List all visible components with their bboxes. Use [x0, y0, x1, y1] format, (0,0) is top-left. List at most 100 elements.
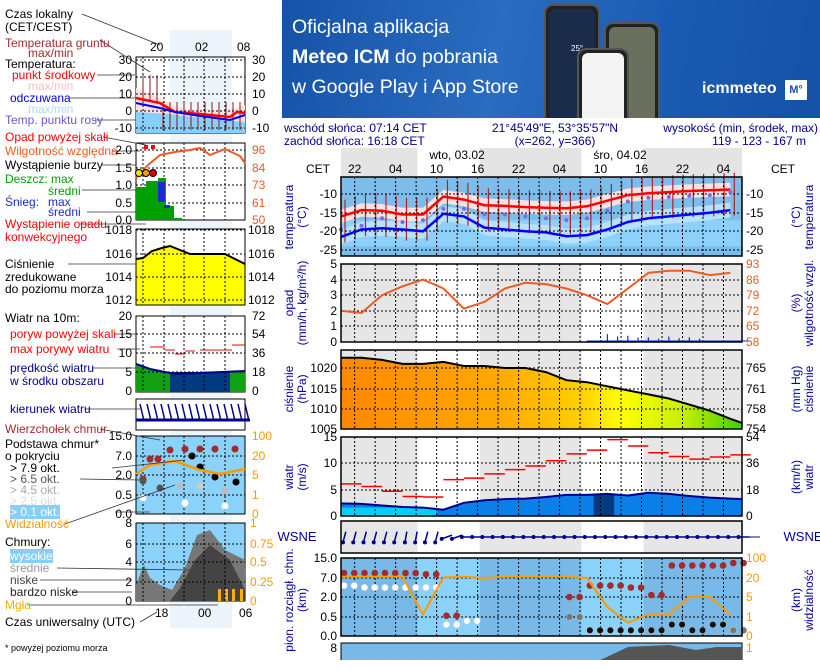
legend-temp-tick-right: 20	[252, 70, 266, 84]
legend-wind-arrow	[174, 403, 180, 422]
legend-podstawa1: Podstawa chmur*	[5, 437, 100, 451]
legend-wysokie: wysokie	[10, 549, 53, 563]
cloud-top-dot	[412, 569, 420, 577]
wind-arrow-head	[480, 535, 485, 539]
legend-kierunek: kierunek wiatru	[10, 402, 91, 416]
legend-cloud-tick: 7.0	[115, 449, 132, 463]
dew-point-dot	[461, 206, 466, 211]
cloud-top-dot	[678, 562, 686, 569]
legend-wind-arrow	[139, 403, 145, 422]
y-tick-label: 1015	[310, 382, 337, 396]
legend-cl-right-tick: 0	[250, 594, 257, 608]
cloud-frame	[340, 557, 743, 637]
y-tick-label-right: 1	[746, 610, 753, 624]
cloud-top-dot	[668, 562, 676, 569]
axis-title-line: wiatr	[802, 464, 816, 490]
hour-label: 10	[429, 162, 444, 176]
legend-vis-tick: 100	[252, 429, 273, 443]
legend-cl-tick: 6	[125, 537, 132, 551]
legend-poryw-powyzej: poryw powyżej skali	[10, 327, 117, 341]
legend-rain-bar	[146, 181, 158, 220]
y-tick-label: 15	[323, 430, 337, 444]
legend-vis-tick: 0	[252, 507, 259, 521]
y-tick-label-right: 761	[746, 382, 767, 396]
legend-local-hour: 08	[237, 40, 251, 54]
legend-opad-powyzej: Opad powyżej skali	[5, 130, 109, 144]
cloud-base-dot	[422, 583, 430, 592]
y-tick-label: 15.0	[313, 551, 337, 565]
y-tick-label-right: 93	[746, 257, 760, 271]
cloud-base-dot	[473, 617, 481, 625]
legend-wind-tick: 5	[125, 365, 132, 379]
legend-wind-kmh-tick: 36	[252, 346, 266, 360]
legend-predkosc2: w środku obszaru	[10, 374, 105, 388]
legend-odczuwana: odczuwana	[10, 91, 71, 105]
pressure-frame	[340, 349, 743, 430]
axis-title-line: widzialność	[802, 569, 816, 631]
legend-srednie: średnie	[10, 561, 50, 575]
legend-temp-gruntu: Temperatura gruntu	[5, 36, 110, 50]
y-tick-label: 1020	[310, 361, 337, 375]
legend-wilgotnosc: Wilgotność względna	[5, 144, 118, 158]
legend-humidity-line	[135, 146, 246, 179]
cloud-base-dot	[658, 626, 666, 634]
cloud-top-dot	[637, 584, 645, 591]
legend-pressure-above	[136, 229, 245, 264]
sunrise: wschód słońca: 07:14 CET	[284, 121, 427, 135]
legend-rh-tick: 96	[252, 143, 266, 157]
legend-okt79: > 7.9 okt.	[10, 461, 60, 475]
compass-icon: WSNE	[277, 529, 317, 544]
legend-snieg-sredni: średni	[48, 205, 81, 219]
cloud-base-dot	[709, 621, 717, 629]
legend-vis-tick: 20	[252, 449, 266, 463]
y-tick-label-right: 72	[746, 304, 760, 318]
cloud-base-dot	[596, 626, 604, 634]
legend-cloud-dot	[211, 445, 219, 453]
y-tick-label: 1	[330, 319, 337, 333]
cloud-top-dot	[566, 593, 573, 601]
y-tick-label-right: -10	[746, 187, 764, 201]
hour-label: 10	[593, 162, 608, 176]
y-tick-label-right: 20	[746, 571, 760, 585]
legend-wind-arrow	[160, 403, 166, 422]
cloud-top-dot	[719, 562, 727, 569]
cloud-top-dot	[381, 569, 389, 577]
legend-okt65: > 6.5 okt.	[10, 472, 60, 486]
y-tick-label: 1005	[310, 422, 337, 436]
hour-label: 16	[634, 162, 649, 176]
legend-connector	[99, 428, 161, 441]
legend-snieg-max: max	[48, 195, 71, 209]
legend-cl-right-tick: 0.5	[250, 555, 267, 569]
legend-pressure-tick: 1012	[105, 293, 132, 307]
temp-maxmin-band	[341, 182, 731, 224]
legend-cl-tick: 4	[125, 555, 132, 569]
app-promo-banner[interactable]: Oficjalna aplikacja Meteo ICM do pobrani…	[282, 0, 820, 118]
y-tick-label-right: 5	[746, 590, 753, 604]
banner-line-3: w Google Play i App Store	[292, 76, 519, 98]
legend-mgla: Mgła	[5, 598, 32, 612]
legend-wind-tick: 20	[118, 309, 132, 323]
wind-arrow-head	[351, 540, 356, 545]
legend-odcz-maxmin: max/min	[28, 102, 74, 116]
elevation-values: 119 - 123 - 167 m	[712, 134, 806, 148]
cloud-base-dot	[699, 626, 707, 634]
cloud-base-dot	[637, 626, 645, 634]
temp-frame	[340, 176, 743, 257]
y-tick-label: -15	[319, 206, 337, 220]
cloud-base-dot	[678, 621, 686, 629]
cloud-top-dot	[340, 569, 348, 577]
cloud-base-dot	[371, 583, 379, 592]
legend-cloud-dot	[196, 445, 204, 453]
cloud-base-dot	[360, 583, 369, 592]
legend-pressure-tick: 1014	[105, 270, 132, 284]
legend-connector	[56, 567, 191, 571]
cloud-top-dot	[648, 591, 655, 599]
cloud-cover-area	[600, 645, 742, 660]
legend-low-cloud-area	[170, 545, 245, 601]
time-header-night	[341, 148, 742, 177]
footnote: * powyżej poziomu morza	[5, 643, 108, 653]
legend-felt-line	[135, 102, 246, 122]
dew-point-dot	[666, 194, 671, 199]
timezone-label: CET	[306, 162, 330, 176]
